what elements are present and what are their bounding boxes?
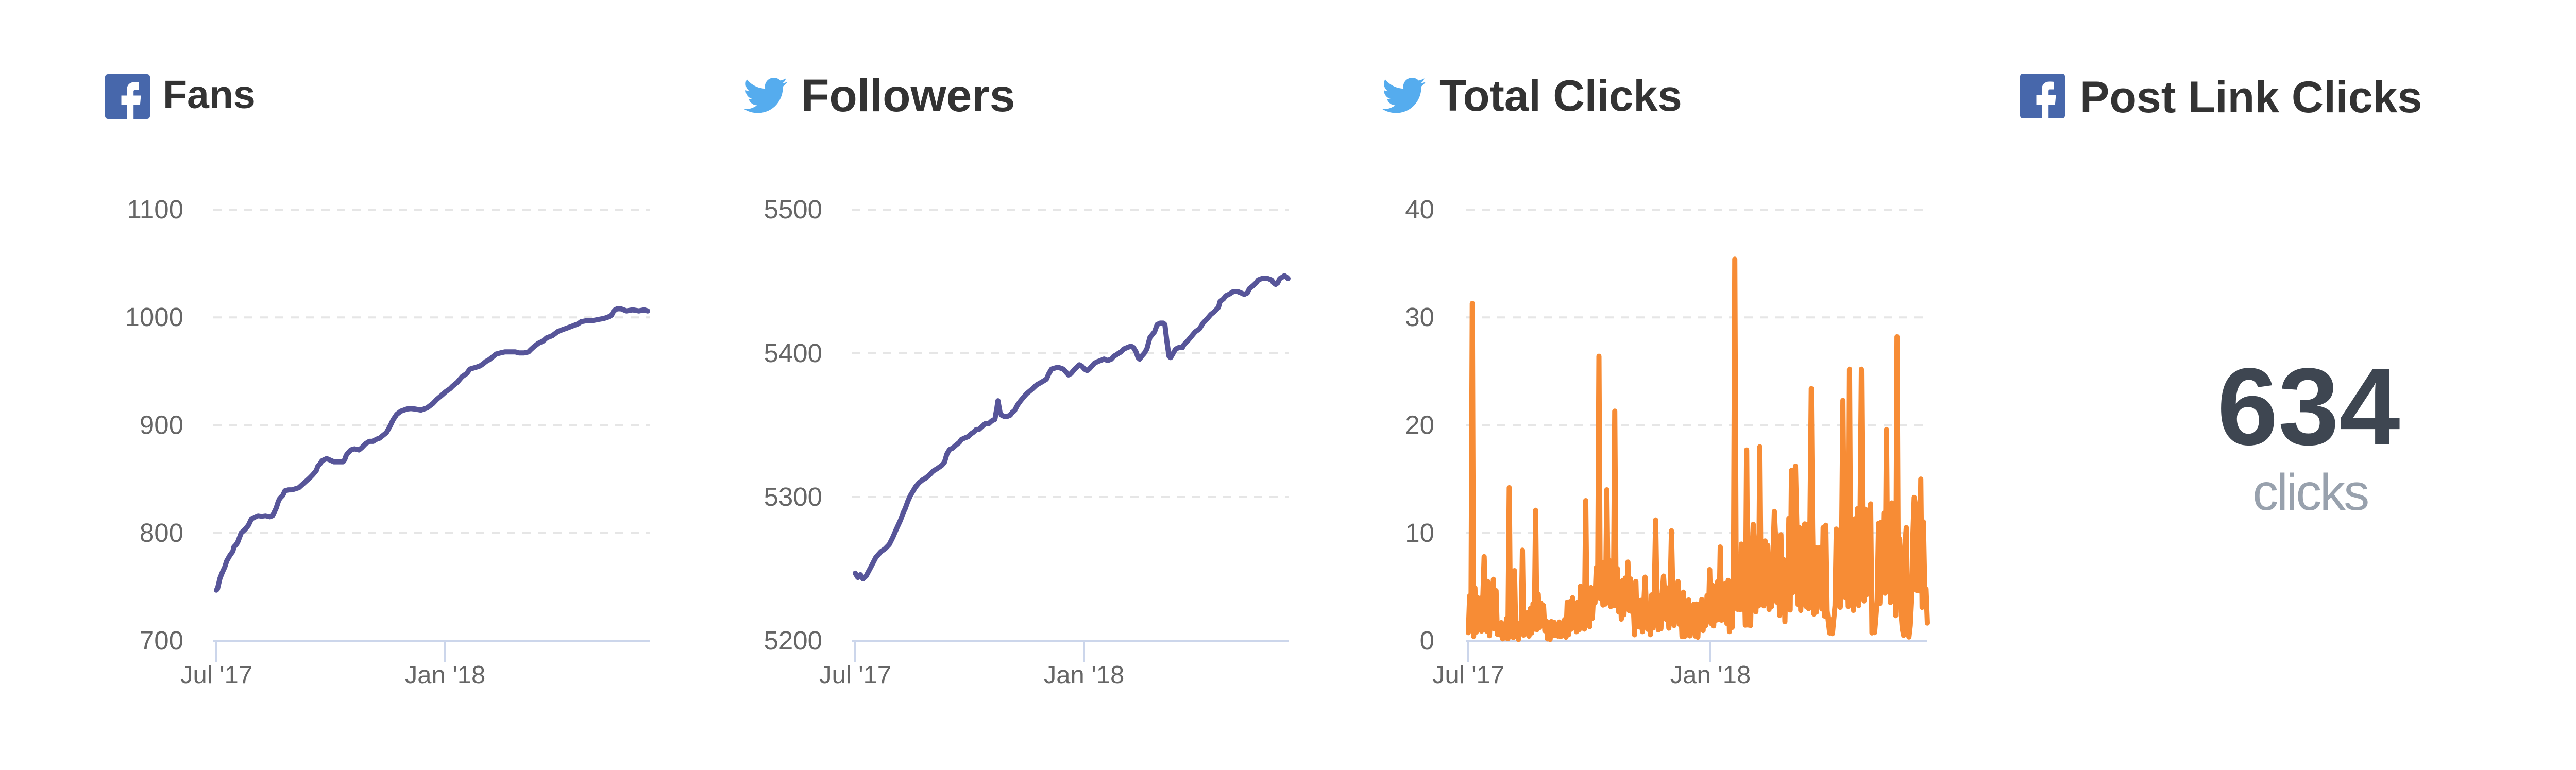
svg-text:Jan '18: Jan '18 [1670, 661, 1751, 689]
svg-text:0: 0 [1420, 626, 1434, 655]
svg-text:5300: 5300 [764, 482, 822, 511]
svg-text:5500: 5500 [764, 195, 822, 224]
svg-text:Jul '17: Jul '17 [1432, 661, 1504, 689]
svg-text:700: 700 [140, 626, 183, 655]
svg-text:634: 634 [2217, 346, 2400, 468]
svg-text:5200: 5200 [764, 626, 822, 655]
svg-text:800: 800 [140, 518, 183, 547]
svg-text:Total Clicks: Total Clicks [1439, 72, 1682, 121]
svg-text:clicks: clicks [2252, 464, 2368, 521]
svg-text:5400: 5400 [764, 338, 822, 368]
svg-text:Jul '17: Jul '17 [180, 661, 252, 689]
svg-text:Jan '18: Jan '18 [1044, 661, 1124, 689]
svg-text:Post Link Clicks: Post Link Clicks [2080, 73, 2422, 122]
svg-text:Fans: Fans [163, 73, 256, 117]
svg-text:1000: 1000 [125, 302, 183, 332]
svg-text:900: 900 [140, 410, 183, 440]
svg-text:Jul '17: Jul '17 [819, 661, 891, 689]
svg-text:30: 30 [1405, 302, 1434, 332]
svg-text:1100: 1100 [127, 195, 183, 224]
svg-text:40: 40 [1405, 195, 1434, 224]
svg-text:Followers: Followers [801, 70, 1015, 121]
svg-text:10: 10 [1405, 518, 1434, 547]
svg-text:Jan '18: Jan '18 [405, 661, 485, 689]
svg-text:20: 20 [1405, 410, 1434, 440]
